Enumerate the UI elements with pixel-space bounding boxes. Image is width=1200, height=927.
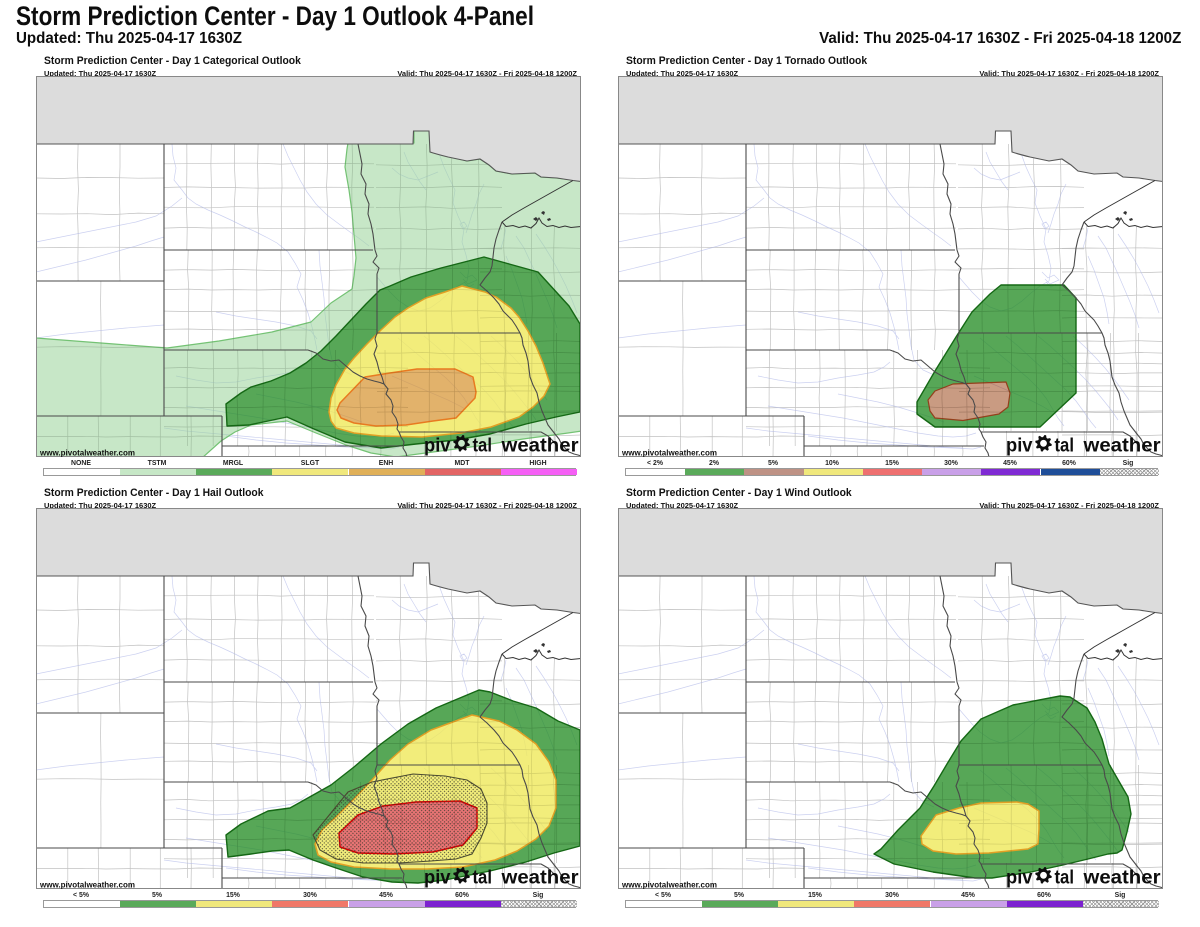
svg-text:tal: tal [473, 435, 493, 457]
svg-text:piv: piv [1006, 867, 1033, 889]
svg-text:www.pivotalweather.com: www.pivotalweather.com [621, 881, 717, 890]
svg-text:www.pivotalweather.com: www.pivotalweather.com [39, 881, 135, 890]
svg-text:piv: piv [424, 435, 451, 457]
svg-text:tal: tal [1055, 435, 1075, 457]
svg-text:tal: tal [1055, 867, 1075, 889]
svg-text:piv: piv [1006, 435, 1033, 457]
svg-text:weather: weather [1082, 435, 1160, 457]
svg-text:weather: weather [500, 435, 578, 457]
svg-text:www.pivotalweather.com: www.pivotalweather.com [621, 449, 717, 458]
svg-text:weather: weather [1082, 867, 1160, 889]
svg-text:weather: weather [500, 867, 578, 889]
svg-text:tal: tal [473, 867, 493, 889]
svg-text:www.pivotalweather.com: www.pivotalweather.com [39, 449, 135, 458]
svg-text:piv: piv [424, 867, 451, 889]
